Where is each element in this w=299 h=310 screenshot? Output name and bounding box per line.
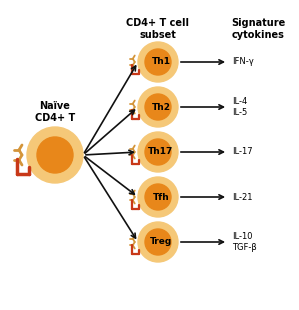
Text: Th2: Th2 <box>152 103 170 112</box>
Circle shape <box>37 137 73 173</box>
Circle shape <box>145 139 171 165</box>
Text: Tfh: Tfh <box>152 193 169 202</box>
Text: IL-4
IL-5: IL-4 IL-5 <box>232 97 247 117</box>
Circle shape <box>138 177 178 217</box>
Circle shape <box>27 127 83 183</box>
Circle shape <box>138 222 178 262</box>
Text: Th1: Th1 <box>152 57 170 67</box>
Text: Signature
cytokines: Signature cytokines <box>231 18 285 40</box>
Text: IFN-γ: IFN-γ <box>232 57 254 67</box>
Text: CD4+ T cell
subset: CD4+ T cell subset <box>126 18 190 40</box>
Circle shape <box>145 229 171 255</box>
Text: IL-10
TGF-β: IL-10 TGF-β <box>232 232 257 252</box>
Circle shape <box>138 132 178 172</box>
Text: Th17: Th17 <box>148 148 174 157</box>
Circle shape <box>138 42 178 82</box>
Text: IL-21: IL-21 <box>232 193 252 202</box>
Circle shape <box>145 94 171 120</box>
Text: Treg: Treg <box>150 237 172 246</box>
Circle shape <box>138 87 178 127</box>
Circle shape <box>145 49 171 75</box>
Text: IL-17: IL-17 <box>232 148 253 157</box>
Text: Naïve
CD4+ T: Naïve CD4+ T <box>35 101 75 123</box>
Circle shape <box>145 184 171 210</box>
